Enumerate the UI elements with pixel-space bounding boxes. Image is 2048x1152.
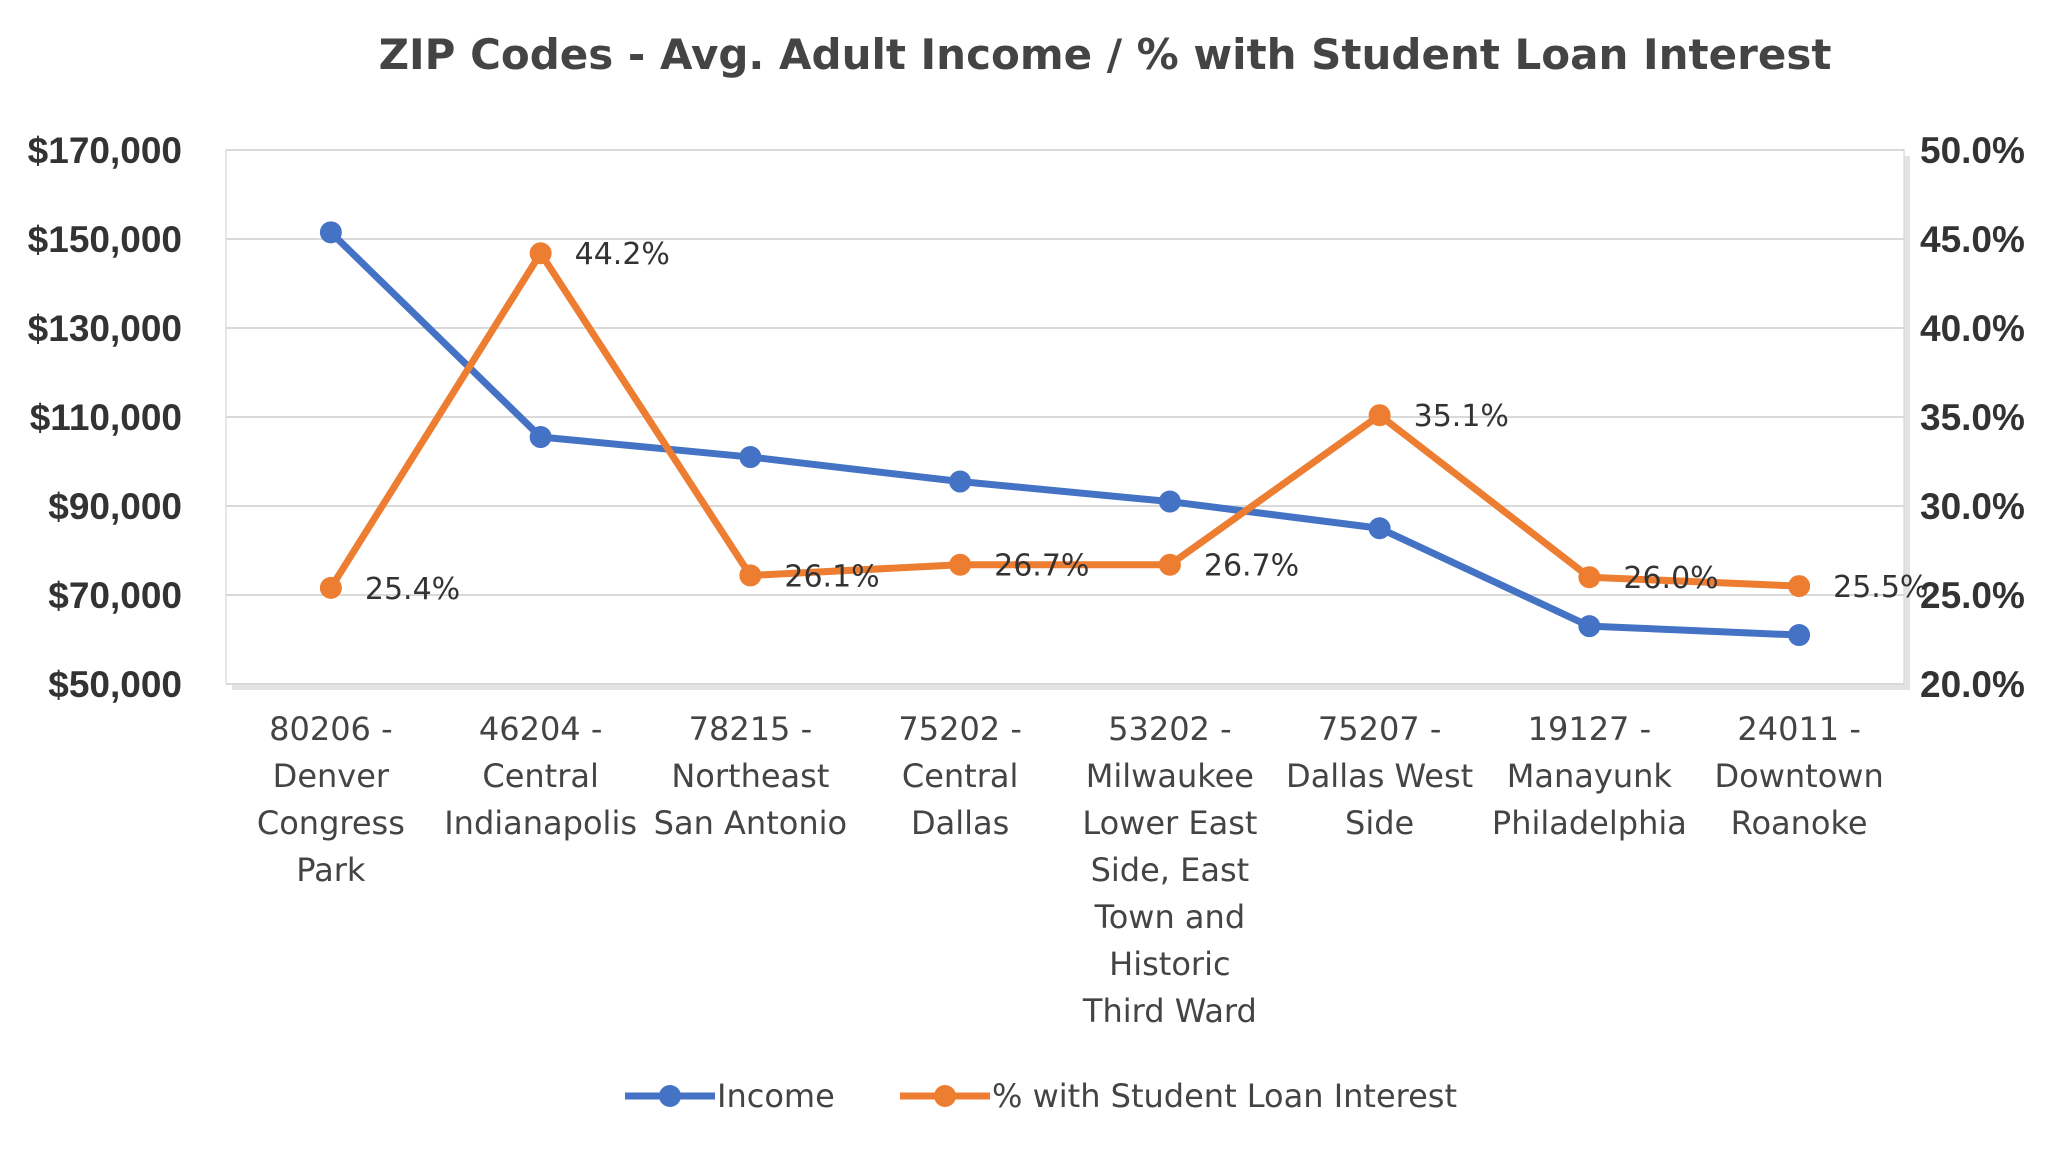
x-tick-label-line: 24011 - (1737, 710, 1861, 748)
x-tick-label-line: Northeast (671, 757, 829, 795)
series-line-income (327, 228, 1803, 639)
x-tick-label-line: Central (482, 757, 599, 795)
chart-title: ZIP Codes - Avg. Adult Income / % with S… (378, 30, 1832, 79)
x-tick-label-line: Central (902, 757, 1019, 795)
x-tick-label-line: Town and (1094, 898, 1246, 936)
data-point-student-loan (739, 564, 762, 587)
y-left-tick-label: $150,000 (28, 219, 182, 260)
data-label: 35.1% (1414, 399, 1509, 434)
legend[interactable]: Income % with Student Loan Interest (625, 1077, 1457, 1115)
data-label: 26.1% (784, 559, 879, 594)
x-tick-label-line: 75207 - (1318, 710, 1442, 748)
legend-label: Income (717, 1077, 835, 1115)
data-point-student-loan (1578, 566, 1601, 589)
x-tick-label-line: Dallas (911, 804, 1009, 842)
x-tick-label-line: Downtown (1715, 757, 1884, 795)
gridlines (226, 149, 1904, 685)
data-point-income (319, 221, 342, 244)
y-left-tick-label: $170,000 (28, 130, 182, 171)
legend-item-income[interactable]: Income (625, 1077, 835, 1115)
x-tick-label: 53202 - Milwaukee Lower East Side, East Town… (1082, 710, 1257, 1030)
x-tick-label-line: Third Ward (1082, 992, 1257, 1030)
y-left-tick-label: $50,000 (48, 664, 182, 705)
x-tick-label-line: 80206 - (269, 710, 393, 748)
data-label: 25.5% (1833, 570, 1928, 605)
x-tick-label-line: Congress (257, 804, 405, 842)
x-tick-label-line: Side (1345, 804, 1414, 842)
x-tick-label-line: Milwaukee (1086, 757, 1254, 795)
x-tick-label-line: Manayunk (1507, 757, 1673, 795)
data-point-student-loan (1788, 575, 1811, 598)
y-left-tick-label: $110,000 (30, 397, 182, 438)
legend-item-student-loan[interactable]: % with Student Loan Interest (900, 1077, 1457, 1115)
y-right-tick-label: 40.0% (1920, 308, 2025, 349)
x-tick-label-line: 75202 - (898, 710, 1022, 748)
y-right-tick-label: 20.0% (1920, 664, 2025, 705)
data-point-student-loan (529, 242, 552, 265)
y-left-tick-label: $90,000 (48, 486, 182, 527)
data-point-student-loan (949, 553, 972, 576)
data-point-income (949, 470, 972, 493)
data-point-income (1368, 517, 1391, 540)
y-right-tick-label: 50.0% (1920, 130, 2025, 171)
data-point-income (529, 426, 552, 449)
x-tick-label-line: Park (296, 851, 366, 889)
data-point-income (1578, 615, 1601, 638)
x-tick-label-line: 53202 - (1108, 710, 1232, 748)
data-labels: 25.4% 44.2% 26.1% 26.7% 26.7% 35.1% 26.0% 25.5% (365, 237, 1929, 607)
x-tick-label: 46204 - Central Indianapolis (444, 710, 637, 842)
x-tick-label-line: 19127 - (1528, 710, 1652, 748)
x-tick-label-line: San Antonio (654, 804, 847, 842)
data-label: 26.7% (1204, 549, 1299, 584)
data-point-student-loan (1368, 404, 1391, 427)
y-right-tick-label: 25.0% (1920, 575, 2025, 616)
series-line-student-loan (327, 249, 1803, 592)
x-tick-label-line: Indianapolis (444, 804, 637, 842)
y-right-axis: 20.0% 25.0% 30.0% 35.0% 40.0% 45.0% 50.0% (1920, 130, 2025, 705)
x-tick-label: 75202 - Central Dallas (898, 710, 1022, 842)
x-axis: 80206 - Denver Congress Park 46204 - Central I… (257, 710, 1884, 1030)
y-right-tick-label: 30.0% (1920, 486, 2025, 527)
data-point-income (1158, 490, 1181, 513)
data-point-income (1788, 624, 1811, 647)
y-left-tick-label: $130,000 (28, 308, 182, 349)
x-tick-label: 80206 - Denver Congress Park (257, 710, 405, 889)
y-right-tick-label: 45.0% (1920, 219, 2025, 260)
series-points (319, 221, 1811, 647)
data-point-student-loan (319, 576, 342, 599)
x-tick-label-line: Philadelphia (1492, 804, 1687, 842)
y-left-axis: $50,000 $70,000 $90,000 $110,000 $130,000 $15… (28, 130, 182, 705)
series-lines (327, 228, 1803, 639)
x-tick-label-line: 78215 - (689, 710, 813, 748)
x-tick-label: 19127 - Manayunk Philadelphia (1492, 710, 1687, 842)
data-point-student-loan (1158, 553, 1181, 576)
data-label: 26.0% (1623, 561, 1718, 596)
y-left-tick-label: $70,000 (48, 575, 182, 616)
x-tick-label-line: Side, East (1091, 851, 1250, 889)
x-tick-label-line: Dallas West (1286, 757, 1473, 795)
legend-label: % with Student Loan Interest (992, 1077, 1457, 1115)
x-tick-label-line: Lower East (1082, 804, 1257, 842)
y-right-tick-label: 35.0% (1920, 397, 2025, 438)
x-tick-label-line: 46204 - (479, 710, 603, 748)
data-point-income (739, 446, 762, 469)
plot-frame (225, 149, 1910, 690)
x-tick-label: 24011 - Downtown Roanoke (1715, 710, 1884, 842)
x-tick-label: 78215 - Northeast San Antonio (654, 710, 847, 842)
x-tick-label-line: Historic (1109, 945, 1230, 983)
x-tick-label-line: Denver (273, 757, 390, 795)
data-label: 44.2% (575, 237, 670, 272)
x-tick-label-line: Roanoke (1731, 804, 1868, 842)
data-label: 26.7% (994, 549, 1089, 584)
legend-swatch-marker (934, 1085, 956, 1107)
legend-swatch-marker (659, 1085, 681, 1107)
data-label: 25.4% (365, 572, 460, 607)
x-tick-label: 75207 - Dallas West Side (1286, 710, 1473, 842)
